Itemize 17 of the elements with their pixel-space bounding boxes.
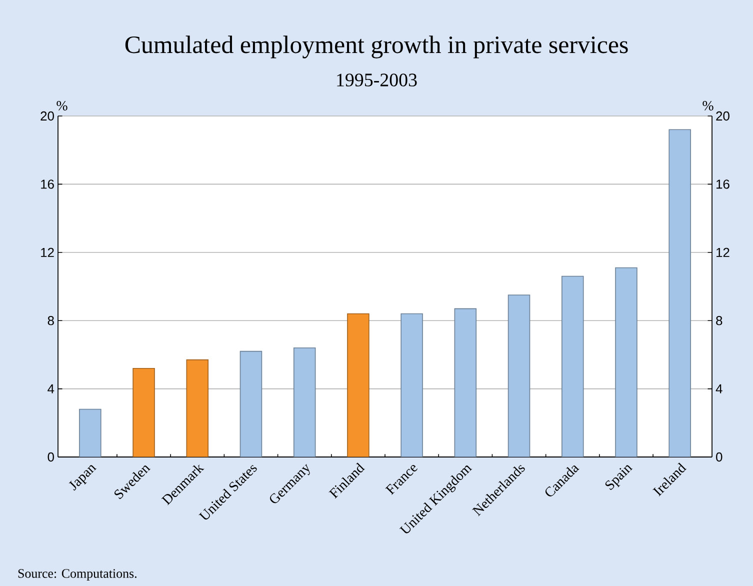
- chart-subtitle: 1995-2003: [337, 74, 417, 86]
- y-tick-label: 8: [48, 316, 54, 326]
- y2-tick-label: 16: [716, 180, 730, 189]
- y2-tick-label: 4: [716, 384, 722, 394]
- chart-title: Cumulated employment growth in private services: [125, 36, 628, 58]
- y2-tick-label: 20: [716, 111, 730, 121]
- y-tick-label: 16: [41, 180, 54, 189]
- y-tick-label: 20: [40, 111, 54, 121]
- y2-tick-label: 8: [716, 316, 722, 326]
- y-axis-title: %: [56, 101, 68, 110]
- y2-tick-label: 12: [716, 248, 730, 257]
- y2-tick-label: 0: [716, 452, 722, 462]
- source-note: Source: Computations.: [18, 569, 136, 580]
- y-tick-label: 12: [41, 248, 54, 257]
- y2-axis-title: %: [702, 101, 714, 110]
- y-tick-label: 0: [48, 452, 54, 462]
- y-tick-label: 4: [48, 384, 54, 394]
